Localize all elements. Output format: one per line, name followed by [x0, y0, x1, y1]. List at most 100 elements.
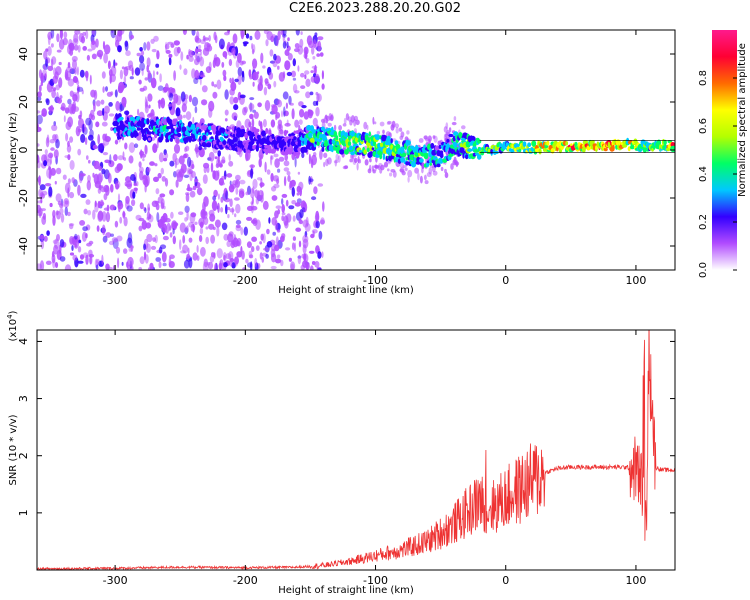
heatmap-speckle: [316, 100, 319, 106]
heatmap-speckle: [251, 246, 255, 253]
heatmap-speckle: [45, 260, 52, 265]
heatmap-speckle: [80, 35, 86, 44]
heatmap-speckle: [234, 256, 239, 265]
heatmap-speckle: [200, 211, 205, 215]
heatmap-speckle: [60, 213, 65, 223]
heatmap-speckle: [275, 205, 282, 209]
heatmap-speckle: [71, 55, 78, 62]
ridge-mark: [421, 162, 425, 170]
heatmap-speckle: [46, 230, 50, 236]
heatmap-speckle: [154, 163, 158, 167]
heatmap-speckle: [231, 206, 234, 216]
heatmap-speckle: [371, 165, 375, 172]
heatmap-speckle: [291, 108, 295, 120]
heatmap-speckle: [298, 181, 304, 191]
heatmap-speckle: [122, 211, 126, 217]
heatmap-speckle: [313, 152, 317, 157]
ridge-mark: [250, 138, 255, 145]
heatmap-speckle: [286, 119, 289, 126]
heatmap-speckle: [227, 214, 230, 219]
ridge-mark: [232, 136, 238, 142]
heatmap-speckle: [110, 233, 114, 237]
heatmap-speckle: [241, 73, 245, 83]
heatmap-speckle: [69, 106, 74, 115]
heatmap-speckle: [315, 106, 320, 117]
heatmap-speckle: [161, 176, 166, 182]
heatmap-speckle: [45, 98, 49, 103]
heatmap-speckle: [169, 93, 174, 98]
heatmap-speckle: [79, 69, 85, 78]
heatmap-speckle: [356, 162, 359, 171]
heatmap-speckle: [82, 46, 87, 51]
heatmap-speckle: [229, 198, 233, 207]
heatmap-speckle: [108, 102, 113, 107]
heatmap-speckle: [82, 252, 89, 258]
heatmap-speckle: [83, 208, 88, 215]
heatmap-speckle: [239, 179, 246, 185]
ridge-mark: [390, 138, 393, 144]
heatmap-speckle: [300, 85, 306, 89]
heatmap-speckle: [59, 95, 63, 99]
heatmap-speckle: [85, 254, 89, 265]
heatmap-speckle: [157, 172, 162, 179]
heatmap-speckle: [79, 254, 85, 260]
heatmap-speckle: [274, 158, 280, 169]
heatmap-speckle: [204, 42, 211, 52]
heatmap-speckle: [49, 154, 53, 165]
heatmap-speckle: [168, 57, 172, 66]
heatmap-speckle: [353, 118, 357, 127]
heatmap-speckle: [196, 187, 203, 196]
heatmap-speckle: [148, 112, 154, 117]
heatmap-speckle: [250, 168, 254, 179]
heatmap-speckle: [163, 86, 168, 93]
heatmap-speckle: [376, 130, 380, 135]
heatmap-speckle: [82, 123, 85, 134]
ridge-mark: [368, 131, 371, 137]
heatmap-speckle: [102, 40, 106, 50]
heatmap-speckle: [156, 71, 159, 75]
x-tick-label: -200: [233, 574, 258, 587]
heatmap-speckle: [65, 132, 69, 142]
heatmap-speckle: [300, 264, 306, 270]
heatmap-speckle: [235, 224, 241, 229]
heatmap-speckle: [228, 58, 233, 67]
heatmap-speckle: [221, 156, 226, 164]
heatmap-speckle: [153, 35, 159, 42]
heatmap-speckle: [266, 241, 273, 248]
heatmap-speckle: [117, 45, 122, 53]
heatmap-speckle: [114, 89, 118, 98]
heatmap-speckle: [81, 231, 87, 242]
ridge-mark: [177, 132, 182, 138]
heatmap-speckle: [294, 202, 301, 207]
heatmap-speckle: [275, 236, 279, 247]
heatmap-speckle: [185, 111, 192, 121]
heatmap-speckle: [321, 251, 324, 258]
heatmap-speckle: [319, 219, 325, 225]
heatmap-speckle: [195, 48, 202, 53]
heatmap-speckle: [298, 240, 302, 248]
heatmap-speckle: [338, 125, 342, 131]
heatmap-speckle: [140, 50, 145, 56]
heatmap-speckle: [428, 167, 433, 175]
heatmap-speckle: [295, 211, 302, 221]
heatmap-speckle: [169, 160, 175, 167]
ridge-mark: [182, 126, 186, 133]
heatmap-speckle: [270, 243, 277, 252]
heatmap-speckle: [251, 196, 254, 205]
heatmap-speckle: [168, 92, 173, 101]
heatmap-speckle: [240, 227, 244, 236]
heatmap-speckle: [218, 262, 223, 270]
heatmap-speckle: [194, 58, 200, 66]
heatmap-speckle: [56, 33, 60, 43]
heatmap-speckle: [101, 168, 106, 175]
heatmap-speckle: [333, 124, 337, 131]
heatmap-speckle: [45, 58, 48, 68]
heatmap-speckle: [183, 174, 190, 178]
heatmap-speckle: [185, 192, 190, 196]
heatmap-speckle: [387, 120, 392, 125]
heatmap-speckle: [223, 75, 227, 82]
heatmap-speckle: [304, 74, 307, 80]
ridge-mark: [147, 137, 152, 141]
heatmap-speckle: [151, 48, 157, 53]
